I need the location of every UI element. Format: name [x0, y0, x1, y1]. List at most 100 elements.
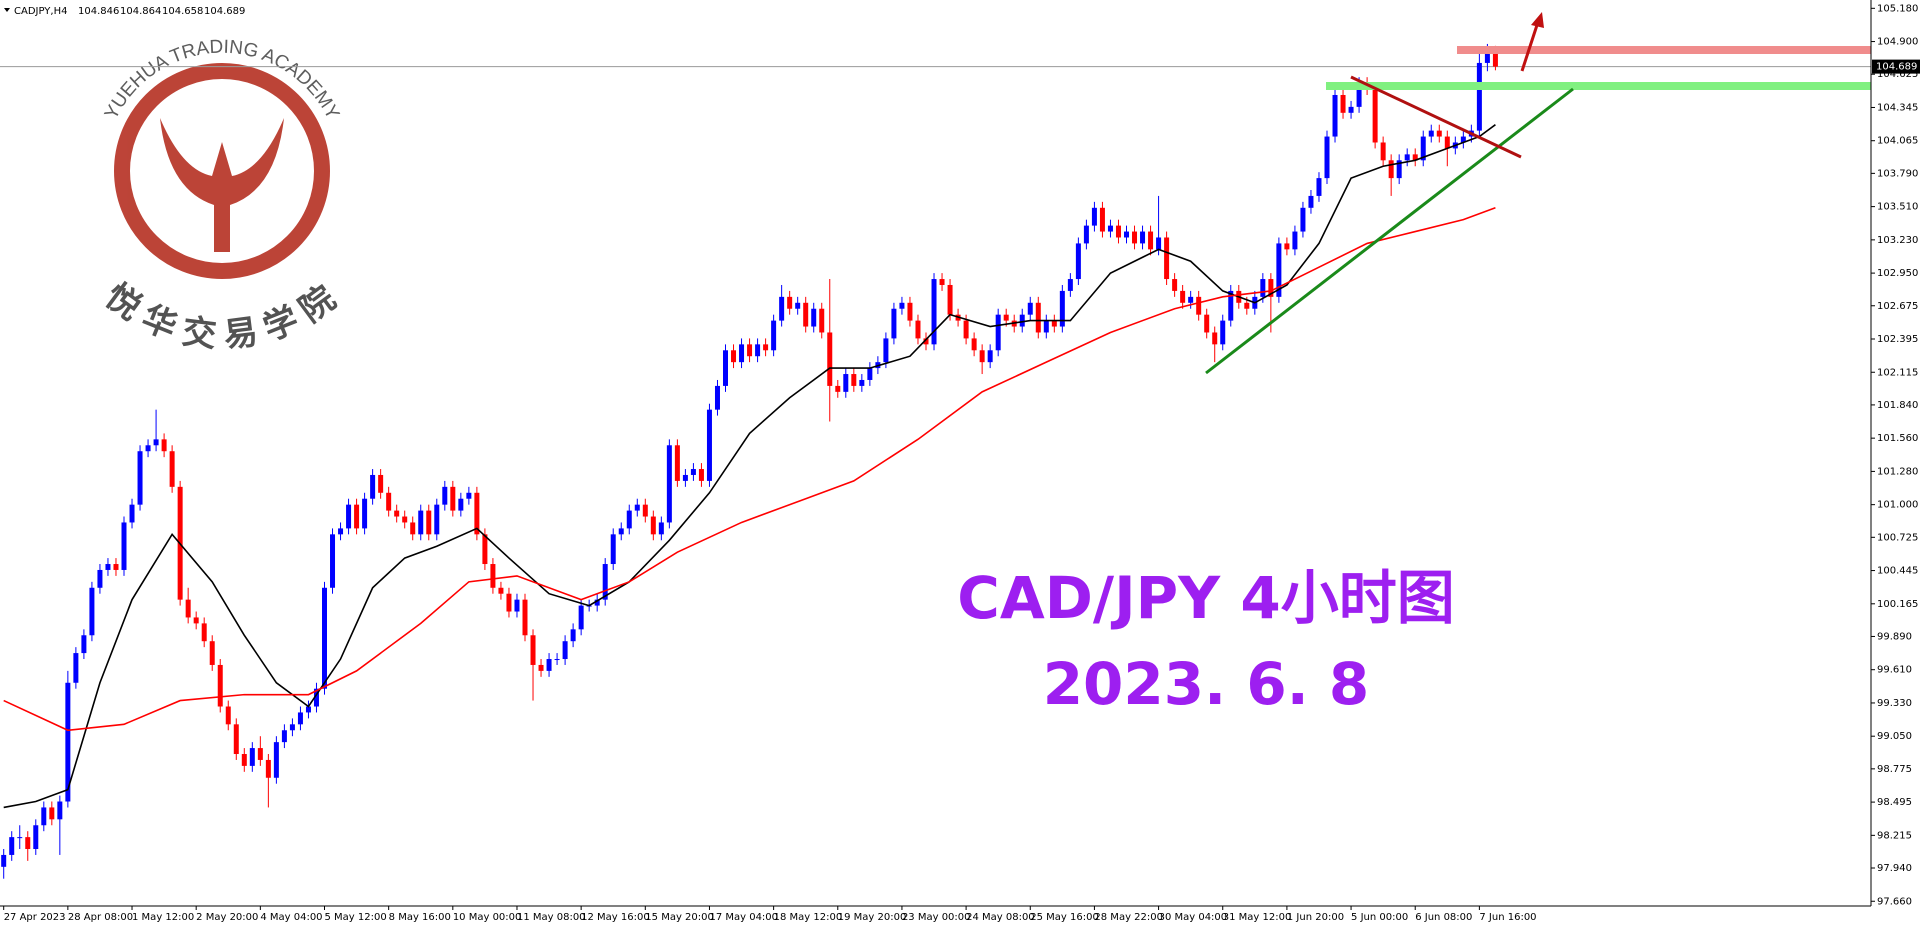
candle-body — [915, 320, 921, 339]
candle-body — [442, 486, 448, 505]
candle-body — [843, 374, 849, 392]
candle-body — [273, 742, 279, 778]
candle-body — [714, 385, 720, 410]
candle-body — [546, 659, 552, 671]
candle-body — [498, 587, 504, 594]
candle-body — [9, 837, 15, 855]
candle-body — [1396, 160, 1402, 179]
y-tick-label: 101.560 — [1877, 433, 1918, 444]
last-price-label: 104.689 — [1876, 62, 1917, 73]
candle-body — [97, 569, 103, 588]
candle-body — [1, 854, 7, 867]
trend-line-support — [1205, 87, 1574, 375]
candle-body — [1067, 279, 1073, 291]
candle-body — [121, 522, 127, 570]
candle-body — [281, 730, 287, 743]
candle-body — [1340, 94, 1346, 113]
candle-body — [1212, 332, 1218, 345]
candle-body — [931, 279, 937, 345]
x-tick-label: 23 May 00:00 — [902, 912, 971, 923]
candle-body — [666, 445, 672, 523]
candle-body — [305, 706, 311, 713]
candle-body — [1308, 195, 1314, 208]
candle-body — [362, 498, 368, 529]
x-tick-label: 18 May 12:00 — [774, 912, 843, 923]
candle-body — [578, 605, 584, 630]
candle-body — [755, 344, 761, 357]
candle-body — [787, 296, 793, 309]
candle-body — [747, 344, 753, 357]
candle-body — [1420, 136, 1426, 161]
candle-body — [1356, 83, 1362, 107]
arrow-shaft — [1520, 21, 1540, 72]
candle-body — [1083, 225, 1089, 244]
x-tick-label: 1 May 12:00 — [132, 912, 194, 923]
candle-body — [979, 350, 985, 363]
x-tick-label: 27 Apr 2023 — [4, 912, 66, 923]
candle-body — [907, 302, 913, 321]
candle-body — [1035, 302, 1041, 333]
candle-body — [674, 445, 680, 481]
x-tick-label: 11 May 08:00 — [517, 912, 586, 923]
candle-body — [394, 510, 400, 517]
caption-date: 2023. 6. 8 — [1043, 650, 1370, 718]
logo-ring — [114, 63, 330, 279]
candle-body — [538, 664, 544, 671]
candle-body — [883, 338, 889, 363]
candle-body — [65, 682, 71, 802]
candle-body — [418, 510, 424, 535]
candle-body — [73, 653, 79, 683]
x-tick-label: 19 May 20:00 — [838, 912, 907, 923]
candle-body — [987, 350, 993, 363]
x-tick-label: 12 May 16:00 — [581, 912, 650, 923]
candle-body — [514, 599, 520, 612]
candle-body — [161, 439, 167, 452]
candle-body — [1027, 302, 1033, 315]
candle-body — [129, 504, 135, 523]
candle-body — [137, 451, 143, 505]
candle-body — [450, 486, 456, 511]
candle-body — [1124, 231, 1129, 238]
candle-body — [1300, 207, 1306, 232]
candle-body — [225, 706, 231, 725]
candle-body — [1196, 296, 1202, 315]
y-tick-label: 101.840 — [1877, 400, 1918, 411]
candle-body — [779, 296, 785, 321]
candle-body — [217, 664, 223, 707]
x-tick-label: 2 May 20:00 — [196, 912, 258, 923]
candle-body — [346, 504, 352, 529]
y-tick-label: 99.890 — [1877, 631, 1912, 642]
header-icon — [4, 8, 10, 12]
candle-body — [402, 516, 408, 523]
candle-body — [1284, 243, 1290, 250]
candle-body — [658, 522, 664, 535]
candle-body — [530, 635, 536, 665]
y-tick-label: 101.280 — [1877, 466, 1918, 477]
candle-body — [698, 469, 704, 481]
candle-body — [426, 510, 432, 535]
x-tick-label: 17 May 04:00 — [709, 912, 778, 923]
y-tick-label: 103.510 — [1877, 202, 1918, 213]
candle-body — [1332, 94, 1338, 137]
candle-body — [1132, 231, 1138, 244]
candle-body — [682, 474, 688, 481]
x-tick-label: 8 May 16:00 — [389, 912, 451, 923]
y-tick-label: 100.725 — [1877, 532, 1918, 543]
candle-body — [1156, 237, 1162, 250]
y-tick-label: 97.940 — [1877, 863, 1912, 874]
candle-body — [1091, 207, 1097, 226]
y-tick-label: 102.395 — [1877, 334, 1918, 345]
candle-body — [322, 587, 327, 689]
candle-body — [289, 724, 295, 731]
candle-body — [458, 498, 464, 511]
candle-body — [257, 748, 263, 760]
candle-body — [145, 445, 151, 452]
y-tick-label: 99.610 — [1877, 665, 1912, 676]
y-tick-label: 100.165 — [1877, 599, 1918, 610]
candle-body — [201, 623, 207, 642]
moving-average — [3, 124, 1496, 809]
x-tick-label: 24 May 08:00 — [966, 912, 1035, 923]
candle-body — [1404, 154, 1410, 161]
candle-body — [634, 504, 640, 511]
candle-body — [1436, 130, 1442, 137]
